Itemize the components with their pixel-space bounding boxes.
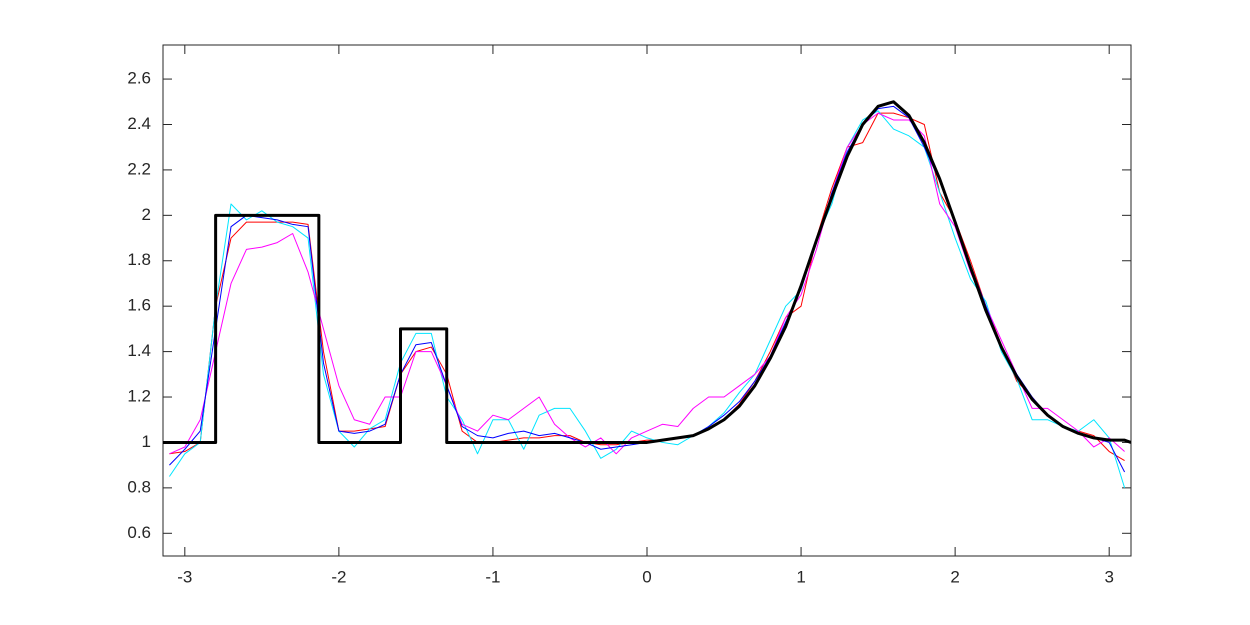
x-tick-label: 0 <box>642 567 651 586</box>
y-tick-label: 2 <box>142 205 151 224</box>
y-tick-label: 2.6 <box>127 69 151 88</box>
y-tick-label: 1.6 <box>127 296 151 315</box>
y-tick-label: 1.2 <box>127 387 151 406</box>
y-tick-label: 1.4 <box>127 341 151 360</box>
y-tick-label: 0.8 <box>127 477 151 496</box>
plot-frame <box>162 44 1132 557</box>
x-tick-label: 3 <box>1104 567 1113 586</box>
x-tick-label: -1 <box>485 567 500 586</box>
data-line <box>163 100 1131 444</box>
y-tick-label: 0.6 <box>127 523 151 542</box>
x-tick-label: -2 <box>331 567 346 586</box>
y-tick-label: 1.8 <box>127 250 151 269</box>
y-tick-label: 1 <box>142 432 151 451</box>
y-tick-label: 2.2 <box>127 159 151 178</box>
y-tick-label: 2.4 <box>127 114 151 133</box>
data-line <box>168 110 1126 489</box>
x-tick-label: 2 <box>950 567 959 586</box>
x-tick-label: 1 <box>796 567 805 586</box>
x-tick-label: -3 <box>177 567 192 586</box>
data-line <box>169 112 1125 462</box>
